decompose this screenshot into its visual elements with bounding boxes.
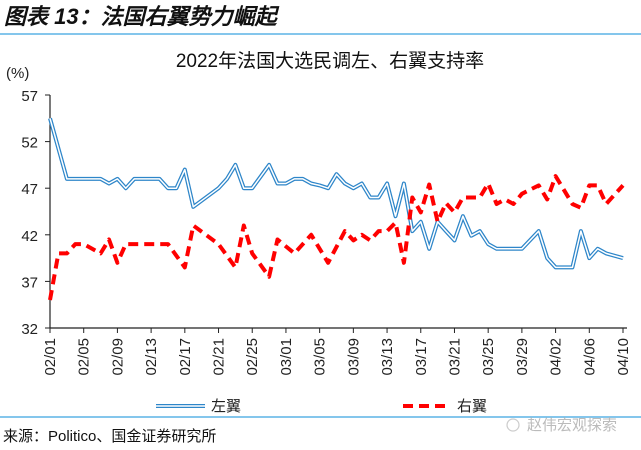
x-tick-label: 02/21 bbox=[211, 338, 228, 376]
x-tick-label: 03/13 bbox=[379, 338, 396, 376]
legend-label-left: 左翼 bbox=[211, 398, 241, 415]
x-tick-label: 02/05 bbox=[76, 338, 93, 376]
x-tick-label: 03/21 bbox=[446, 338, 463, 376]
plot-lines bbox=[48, 117, 625, 301]
axes: 32 37 42 47 52 57 02/01 02/05 02/09 02/13 02/17 02/… bbox=[21, 88, 632, 376]
x-tick-label: 02/25 bbox=[244, 338, 261, 376]
x-tick-label: 04/06 bbox=[581, 338, 598, 376]
wechat-icon bbox=[506, 418, 520, 432]
x-tick-label: 02/01 bbox=[42, 338, 59, 376]
x-tick-label: 03/29 bbox=[514, 338, 531, 376]
y-tick-label: 47 bbox=[21, 181, 38, 198]
x-tick-label: 03/05 bbox=[312, 338, 329, 376]
y-axis-unit: (%) bbox=[6, 65, 29, 82]
x-tick-label: 03/17 bbox=[413, 338, 430, 376]
x-tick-label: 03/01 bbox=[278, 338, 295, 376]
watermark: 赵伟宏观探索 bbox=[527, 417, 617, 434]
chart-title: 2022年法国大选民调左、右翼支持率 bbox=[176, 50, 484, 72]
y-tick-label: 52 bbox=[21, 135, 38, 152]
x-tick-label: 03/25 bbox=[480, 338, 497, 376]
y-tick-label: 42 bbox=[21, 228, 38, 245]
x-tick-label: 02/17 bbox=[177, 338, 194, 376]
y-tick-label: 37 bbox=[21, 274, 38, 291]
series-line-left-wing-inner bbox=[49, 118, 624, 269]
figure-title: 图表 13：法国右翼势力崛起 bbox=[4, 4, 280, 29]
x-tick-label: 03/09 bbox=[345, 338, 362, 376]
x-tick-label: 04/02 bbox=[548, 338, 565, 376]
series-line-right-wing bbox=[48, 174, 625, 301]
legend-label-right: 右翼 bbox=[457, 398, 487, 415]
y-tick-label: 32 bbox=[21, 321, 38, 338]
x-tick-label: 04/10 bbox=[615, 338, 632, 376]
source-note: 来源：Politico、国金证券研究所 bbox=[3, 428, 216, 445]
x-tick-label: 02/09 bbox=[109, 338, 126, 376]
x-tick-label: 02/13 bbox=[143, 338, 160, 376]
y-tick-label: 57 bbox=[21, 88, 38, 105]
legend: 左翼 右翼 bbox=[156, 398, 487, 415]
